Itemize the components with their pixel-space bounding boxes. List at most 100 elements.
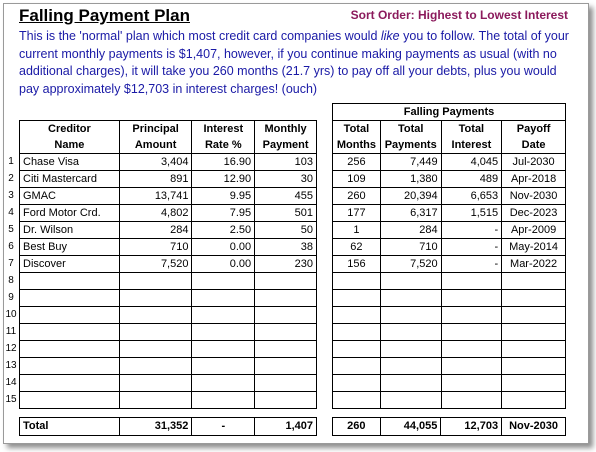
totals-months: 260 [332,417,381,436]
total-interest-cell [440,289,503,307]
principal-cell[interactable]: 284 [118,221,193,239]
monthly-payment-cell[interactable] [254,289,317,307]
total-payments-cell: 6,317 [379,204,442,222]
principal-cell[interactable] [118,289,193,307]
total-months-cell [332,306,381,324]
interest-rate-cell[interactable] [191,374,256,392]
interest-rate-cell[interactable] [191,323,256,341]
interest-rate-cell[interactable] [191,391,256,409]
left-totals-table: Total 31,352 - 1,407 [19,417,317,436]
principal-cell[interactable] [118,323,193,341]
interest-rate-cell[interactable]: 9.95 [191,187,256,205]
interest-rate-cell[interactable] [191,272,256,290]
monthly-payment-cell[interactable]: 38 [254,238,317,256]
creditor-row [19,340,317,358]
row-number: 7 [8,258,14,269]
interest-rate-cell[interactable]: 0.00 [191,238,256,256]
falling-payments-table: Falling Payments Total Months Total Paymen… [332,103,566,409]
monthly-payment-cell[interactable] [254,323,317,341]
principal-cell[interactable] [118,374,193,392]
creditor-name-cell[interactable] [19,340,120,358]
interest-rate-cell[interactable]: 16.90 [191,153,256,171]
creditor-name-cell[interactable]: Chase Visa [19,153,120,171]
monthly-payment-cell[interactable] [254,306,317,324]
total-interest-cell [440,374,503,392]
creditor-name-cell[interactable]: GMAC [19,187,120,205]
payoff-date-cell [501,289,566,307]
creditor-name-cell[interactable]: Best Buy [19,238,120,256]
monthly-payment-cell[interactable]: 50 [254,221,317,239]
interest-rate-cell[interactable] [191,289,256,307]
monthly-payment-cell[interactable]: 455 [254,187,317,205]
header-total-months: Total Months [332,120,381,154]
creditor-name-cell[interactable]: Ford Motor Crd. [19,204,120,222]
row-number: 4 [8,207,14,218]
creditor-name-cell[interactable]: Citi Mastercard [19,170,120,188]
creditor-row: Citi Mastercard 891 12.90 30 [19,170,317,188]
header-total-interest: Total Interest [440,120,503,154]
total-months-cell: 256 [332,153,381,171]
monthly-payment-cell[interactable]: 30 [254,170,317,188]
header-monthly-payment: Monthly Payment [254,120,317,154]
principal-cell[interactable]: 4,802 [118,204,193,222]
interest-rate-cell[interactable] [191,357,256,375]
total-interest-cell: - [440,255,503,273]
creditor-name-cell[interactable] [19,289,120,307]
monthly-payment-cell[interactable]: 230 [254,255,317,273]
total-payments-cell: 7,449 [379,153,442,171]
row-number: 1 [8,156,14,167]
creditor-name-cell[interactable] [19,391,120,409]
total-payments-cell [379,357,442,375]
monthly-payment-cell[interactable] [254,272,317,290]
principal-cell[interactable]: 710 [118,238,193,256]
creditor-name-cell[interactable] [19,306,120,324]
creditor-row [19,289,317,307]
creditor-name-cell[interactable] [19,374,120,392]
principal-cell[interactable] [118,340,193,358]
interest-rate-cell[interactable]: 2.50 [191,221,256,239]
creditor-name-cell[interactable] [19,323,120,341]
creditor-name-cell[interactable]: Discover [19,255,120,273]
principal-cell[interactable]: 7,520 [118,255,193,273]
monthly-payment-cell[interactable]: 103 [254,153,317,171]
principal-cell[interactable] [118,357,193,375]
creditor-row: Dr. Wilson 284 2.50 50 [19,221,317,239]
principal-cell[interactable] [118,306,193,324]
falling-payments-row [332,391,566,409]
creditor-name-cell[interactable]: Dr. Wilson [19,221,120,239]
interest-rate-cell[interactable] [191,306,256,324]
interest-rate-cell[interactable] [191,340,256,358]
interest-rate-cell[interactable]: 0.00 [191,255,256,273]
creditor-name-cell[interactable] [19,272,120,290]
total-interest-cell [440,340,503,358]
total-payments-cell [379,272,442,290]
totals-row-right: 260 44,055 12,703 Nov-2030 [332,417,566,436]
principal-cell[interactable]: 891 [118,170,193,188]
description-text-2: you to follow. The total of your current… [19,29,569,96]
payoff-date-cell [501,323,566,341]
total-months-cell [332,289,381,307]
creditor-row: Discover 7,520 0.00 230 [19,255,317,273]
row-number: 8 [8,275,14,286]
plan-description: This is the 'normal' plan which most cre… [19,28,579,98]
monthly-payment-cell[interactable]: 501 [254,204,317,222]
creditor-name-cell[interactable] [19,357,120,375]
creditor-row [19,323,317,341]
falling-payments-row [332,323,566,341]
payoff-date-cell [501,340,566,358]
monthly-payment-cell[interactable] [254,357,317,375]
monthly-payment-cell[interactable] [254,391,317,409]
creditor-row: Ford Motor Crd. 4,802 7.95 501 [19,204,317,222]
principal-cell[interactable]: 13,741 [118,187,193,205]
principal-cell[interactable] [118,391,193,409]
monthly-payment-cell[interactable] [254,340,317,358]
total-payments-cell: 1,380 [379,170,442,188]
principal-cell[interactable]: 3,404 [118,153,193,171]
interest-rate-cell[interactable]: 7.95 [191,204,256,222]
monthly-payment-cell[interactable] [254,374,317,392]
total-interest-cell [440,306,503,324]
interest-rate-cell[interactable]: 12.90 [191,170,256,188]
principal-cell[interactable] [118,272,193,290]
creditor-row [19,272,317,290]
falling-payments-group-row: Falling Payments [332,103,566,121]
